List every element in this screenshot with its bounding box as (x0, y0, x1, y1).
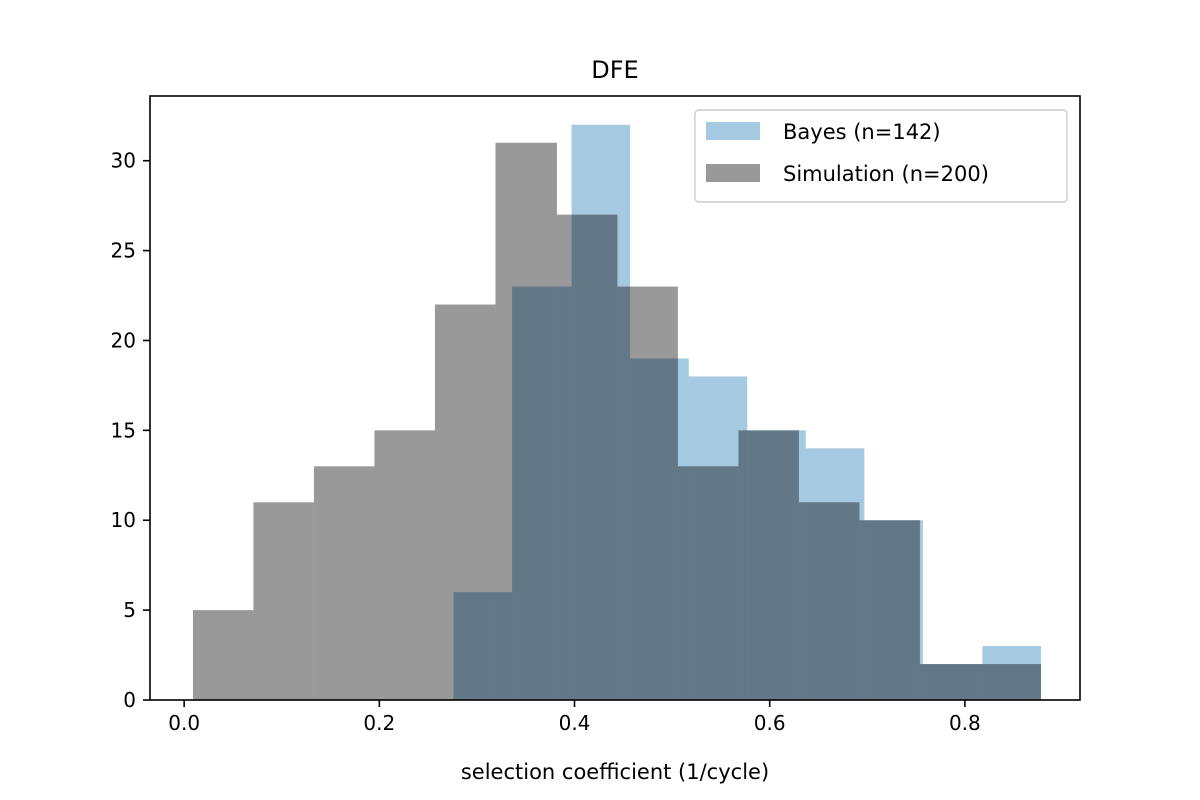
y-tick-label: 15 (111, 418, 136, 442)
bar-series-0-bin-2 (571, 124, 631, 700)
x-tick-label: 0.6 (754, 711, 786, 735)
y-tick-label: 30 (111, 149, 136, 173)
bar-series-0-bin-7 (864, 520, 923, 700)
bar-series-1-bin-13 (980, 664, 1041, 700)
bar-series-1-bin-3 (374, 430, 435, 700)
bar-series-1-bin-0 (192, 610, 254, 700)
bars-layer (192, 124, 1041, 701)
x-tick-label: 0.2 (363, 711, 395, 735)
bar-series-0-bin-6 (805, 448, 865, 700)
plot-frame (149, 95, 1081, 701)
x-tick-label: 0.4 (559, 711, 591, 735)
bar-series-1-bin-6 (556, 214, 618, 700)
legend: Bayes (n=142) Simulation (n=200) (694, 109, 1068, 203)
bar-series-0-bin-8 (922, 664, 983, 700)
y-tick-label: 20 (111, 328, 136, 352)
legend-label-0: Bayes (n=142) (783, 120, 941, 144)
bar-series-1-bin-4 (434, 304, 496, 700)
legend-swatch-1 (706, 164, 760, 182)
bar-series-0-bin-0 (453, 592, 513, 700)
bar-series-0-bin-5 (747, 430, 806, 700)
bar-series-1-bin-7 (617, 286, 678, 700)
bar-series-1-bin-8 (677, 466, 739, 700)
legend-label-1: Simulation (n=200) (783, 162, 989, 186)
legend-swatch-0 (706, 122, 760, 140)
bar-series-1-bin-1 (253, 502, 314, 700)
bar-series-1-bin-10 (798, 502, 860, 700)
y-axis-ticks: 0 5 10 15 20 25 30 (111, 149, 150, 712)
chart-title: DFE (591, 56, 638, 84)
bar-series-1-bin-12 (919, 664, 981, 700)
y-tick-label: 5 (123, 598, 136, 622)
bar-series-1-bin-2 (313, 466, 375, 700)
bar-series-1-bin-11 (859, 520, 920, 700)
legend-box (694, 109, 1068, 203)
bar-series-1-bin-5 (495, 142, 557, 701)
x-tick-label: 0.0 (168, 711, 200, 735)
bar-series-0-bin-3 (630, 358, 689, 700)
bar-series-0-bin-9 (982, 646, 1041, 700)
bar-series-0-bin-1 (512, 286, 572, 700)
bar-series-0-bin-4 (688, 376, 748, 700)
x-axis-ticks: 0.0 0.2 0.4 0.6 0.8 (168, 700, 981, 735)
x-axis-label: selection coefficient (1/cycle) (461, 760, 769, 784)
y-tick-label: 0 (123, 688, 136, 712)
bar-series-1-bin-9 (738, 430, 799, 700)
y-tick-label: 10 (111, 508, 136, 532)
x-tick-label: 0.8 (949, 711, 981, 735)
y-tick-label: 25 (111, 239, 136, 263)
